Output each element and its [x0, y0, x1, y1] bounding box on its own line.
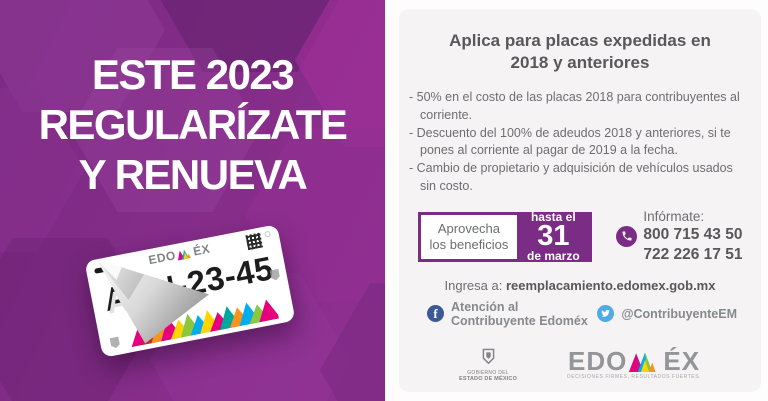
gobierno-text-line-2: ESTADO DE MÉXICO	[458, 375, 518, 382]
deadline-post: de marzo	[526, 249, 580, 264]
contact-label: Infórmate:	[643, 208, 705, 224]
edomex-tagline: DECISIONES FIRMES, RESULTADOS FUERTES.	[567, 374, 702, 381]
benefit-item-2: - Descuento del 100% de adeudos 2018 y a…	[409, 125, 731, 158]
edomex-logo-prefix: EDO	[568, 345, 628, 376]
deadline-box-label: Aprovecha los beneficios	[420, 214, 518, 259]
benefit-item-1: - 50% en el costo de las placas 2018 par…	[409, 90, 740, 122]
campaign-headline: ESTE 2023 REGULARÍZATE Y RENUEVA	[0, 50, 385, 200]
gobierno-text-line-1: GOBIERNO DEL	[467, 369, 509, 376]
headline-line-2: REGULARÍZATE	[38, 100, 348, 148]
edomex-logo: EDO ÉX DECISIONES FIRMES, RESULTADOS FUE…	[567, 345, 702, 381]
footer-logos: GOBIERNO DEL ESTADO DE MÉXICO EDO	[409, 348, 751, 382]
facebook-label: Atención al Contribuyente Edoméx	[451, 299, 588, 328]
deadline-pre: hasta el	[530, 210, 576, 225]
edomex-logo-suffix: ÉX	[663, 345, 701, 376]
phone-number-2[interactable]: 722 226 17 51	[643, 245, 743, 263]
phone-icon	[616, 225, 638, 247]
contact-block: Infórmate: 800 715 43 50 722 226 17 51	[616, 209, 742, 265]
gobierno-edomex-logo: GOBIERNO DEL ESTADO DE MÉXICO	[459, 348, 517, 382]
offer-title-line-1: Aplica para placas expedidas en	[449, 31, 711, 50]
plate-brand-logo: EDO ÉX	[147, 242, 211, 268]
license-plate-illustration: AA EDO ÉX	[84, 224, 296, 358]
gobierno-shield-icon	[482, 348, 494, 365]
promo-row: Aprovecha los beneficios hasta el 31 de …	[409, 209, 751, 265]
headline-line-3: Y RENUEVA	[78, 150, 308, 198]
facebook-link[interactable]: f Atención al Contribuyente Edoméx	[427, 300, 597, 328]
info-card: Aplica para placas expedidas en 2018 y a…	[399, 9, 761, 392]
twitter-label: @ContribuyenteEM	[621, 306, 737, 321]
facebook-icon: f	[427, 305, 444, 323]
website-prefix: Ingresa a:	[444, 277, 506, 293]
deadline-day: 31	[537, 220, 570, 253]
deadline-box: Aprovecha los beneficios hasta el 31 de …	[417, 211, 593, 264]
sticker-peel-effect	[96, 259, 210, 344]
phone-number-1[interactable]: 800 715 43 50	[643, 225, 743, 243]
deadline-date: hasta el 31 de marzo	[517, 211, 590, 264]
website-url[interactable]: reemplacamiento.edomex.gob.mx	[505, 277, 716, 293]
twitter-link[interactable]: @ContribuyenteEM	[597, 305, 737, 323]
plate-hole	[264, 230, 272, 238]
offer-title-line-2: 2018 y anteriores	[510, 53, 650, 73]
deadline-label-line-1: Aprovecha	[437, 220, 501, 236]
social-row: f Atención al Contribuyente Edoméx @Cont…	[409, 300, 751, 328]
headline-line-1: ESTE 2023	[91, 51, 295, 98]
plate-brand-m-icon	[177, 249, 191, 261]
offer-title: Aplica para placas expedidas en 2018 y a…	[409, 30, 751, 74]
right-panel: Aplica para placas expedidas en 2018 y a…	[385, 0, 768, 401]
website-line: Ingresa a: reemplacamiento.edomex.gob.mx	[409, 278, 751, 293]
benefit-item-3: - Cambio de propietario y adquisición de…	[409, 161, 733, 193]
edomex-logo-m-icon	[629, 352, 656, 373]
deadline-label-line-2: los beneficios	[429, 236, 509, 252]
license-plate: AA EDO ÉX	[84, 224, 296, 358]
left-panel: ESTE 2023 REGULARÍZATE Y RENUEVA AA EDO	[0, 0, 385, 401]
plate-qr-code	[245, 232, 263, 251]
twitter-icon	[597, 305, 615, 323]
benefit-list: - 50% en el costo de las placas 2018 par…	[409, 89, 751, 196]
